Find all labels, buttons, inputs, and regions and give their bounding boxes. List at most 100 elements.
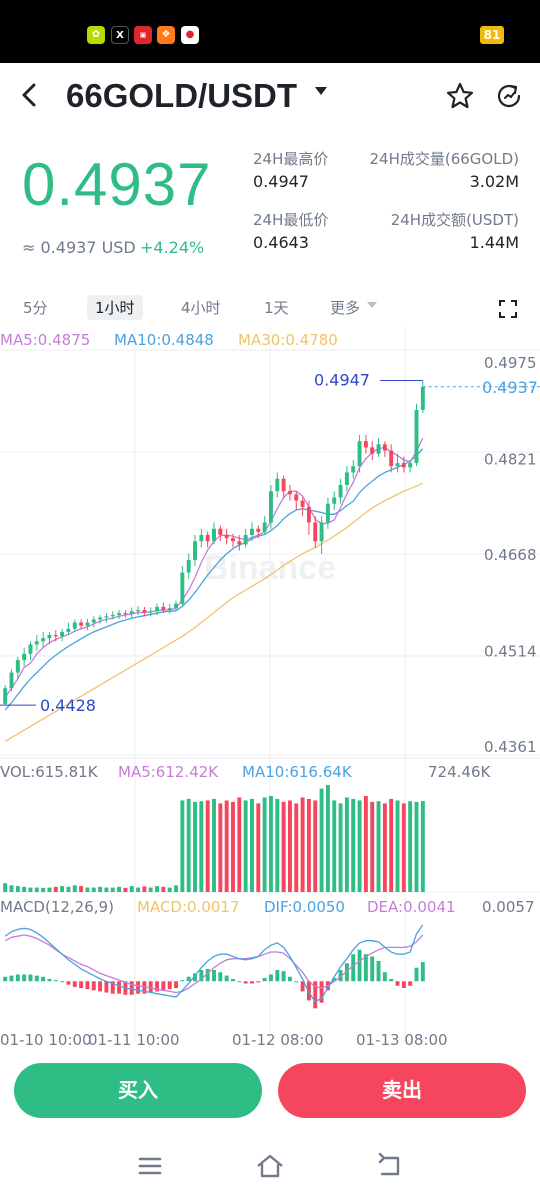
sell-button[interactable]: 卖出 xyxy=(278,1063,526,1118)
candle-body xyxy=(104,616,109,618)
macd-bar xyxy=(167,981,172,990)
back-icon[interactable] xyxy=(374,1150,406,1182)
tab-1d[interactable]: 1天 xyxy=(264,299,289,317)
macd-bar xyxy=(34,975,39,982)
candle-body xyxy=(193,541,197,561)
price-axis: 0.4975 0.4821 0.4668 0.4514 0.4361 xyxy=(484,354,537,756)
tab-4h[interactable]: 4小时 xyxy=(181,299,221,317)
home-icon[interactable] xyxy=(254,1150,286,1182)
volume-bar xyxy=(357,800,362,892)
candle-body xyxy=(212,528,216,542)
time-axis-label: 01-10 10:00 xyxy=(0,1031,92,1047)
macd-bar xyxy=(161,981,166,991)
volume-bar xyxy=(72,885,77,892)
macd-bar xyxy=(148,981,153,993)
candle-body xyxy=(142,610,147,613)
fullscreen-icon[interactable] xyxy=(498,299,518,319)
low-marker-label: 0.4428 xyxy=(40,696,96,715)
volume-bar xyxy=(129,886,134,892)
ma30-line xyxy=(4,482,424,742)
current-price-label: 0.4937 xyxy=(482,378,538,397)
chart-grid xyxy=(0,327,540,1042)
volume-bar xyxy=(66,886,71,892)
candle-body xyxy=(243,534,248,545)
macd-bar xyxy=(281,971,286,982)
candle-body xyxy=(332,497,337,504)
candle-body xyxy=(363,441,368,448)
volume-bar xyxy=(53,886,58,892)
pair-title[interactable]: 66GOLD/USDT xyxy=(66,77,298,114)
volume-bar xyxy=(22,886,27,892)
volume-bar xyxy=(294,803,299,892)
macd-bar xyxy=(287,976,292,982)
candle-body xyxy=(66,628,71,632)
volume-bar xyxy=(275,798,280,892)
volume-bar xyxy=(142,886,147,892)
candle-body xyxy=(47,635,52,639)
back-arrow-icon[interactable] xyxy=(14,79,46,111)
volume-bar xyxy=(117,886,122,892)
volume-bar xyxy=(313,800,318,892)
caret-down-icon[interactable] xyxy=(315,87,327,95)
candle-body xyxy=(123,613,128,615)
volume-bar xyxy=(79,886,84,892)
macd-bar xyxy=(408,981,413,986)
macd-bar xyxy=(237,981,242,983)
candle-body xyxy=(3,688,8,704)
candle-body xyxy=(237,541,242,545)
map-pin-icon: ● xyxy=(181,26,199,44)
macd-bar xyxy=(47,979,52,982)
candle-body xyxy=(376,444,381,454)
volume-bar xyxy=(15,886,20,892)
candle-body xyxy=(370,447,375,454)
candle-body xyxy=(395,463,400,467)
candle-body xyxy=(357,441,362,467)
approx-usd-price: ≈ 0.4937 USD xyxy=(22,238,136,257)
macd-value-legend: MACD:0.0017 xyxy=(137,898,240,916)
volume-bar xyxy=(199,801,204,892)
tab-1h[interactable]: 1小时 xyxy=(87,295,143,320)
macd-bar xyxy=(199,969,204,982)
volume-bar xyxy=(287,800,292,892)
volume-quote-value: 1.44M xyxy=(469,233,519,252)
candle-body xyxy=(401,463,406,468)
macd-bar xyxy=(319,981,324,1003)
volume-bar xyxy=(9,885,14,892)
macd-bar xyxy=(313,981,318,1009)
macd-bar xyxy=(401,981,406,989)
volume-bar xyxy=(420,801,425,892)
macd-bar xyxy=(117,981,122,994)
candle-body xyxy=(53,635,58,637)
volume-bar xyxy=(344,797,349,892)
high-value: 0.4947 xyxy=(253,172,309,191)
refresh-icon[interactable] xyxy=(494,81,524,111)
menu-icon[interactable] xyxy=(134,1150,166,1182)
macd-bar xyxy=(9,975,14,982)
status-bar: ✿ X ▣ ❖ ● 81 xyxy=(0,0,540,63)
macd-bar xyxy=(174,981,178,989)
tab-more[interactable]: 更多 xyxy=(330,299,361,317)
macd-bar xyxy=(218,972,223,982)
candlestick-chart[interactable]: Binance MA5:0.4875 MA10:0.4848 MA30:0.47… xyxy=(0,327,540,1047)
tab-5m[interactable]: 5分 xyxy=(23,299,48,317)
macd-bar xyxy=(186,976,191,982)
candle-body xyxy=(167,608,172,611)
star-icon[interactable] xyxy=(445,81,475,111)
high-label: 24H最高价 xyxy=(253,150,329,168)
buy-button[interactable]: 买入 xyxy=(14,1063,262,1118)
macd-bar xyxy=(3,976,8,982)
macd-bar xyxy=(250,981,254,984)
time-axis-label: 01-12 08:00 xyxy=(232,1031,324,1047)
candle-body xyxy=(129,611,134,614)
macd-bar xyxy=(180,980,185,982)
news-icon: ▣ xyxy=(134,26,152,44)
volume-bar xyxy=(85,887,90,892)
macd-bar xyxy=(224,975,229,982)
macd-bar xyxy=(104,981,109,993)
macd-bar xyxy=(306,981,311,1001)
macd-bar xyxy=(110,981,115,994)
macd-bar xyxy=(136,981,141,994)
candle-body xyxy=(231,538,235,542)
volume-bar xyxy=(332,800,337,892)
